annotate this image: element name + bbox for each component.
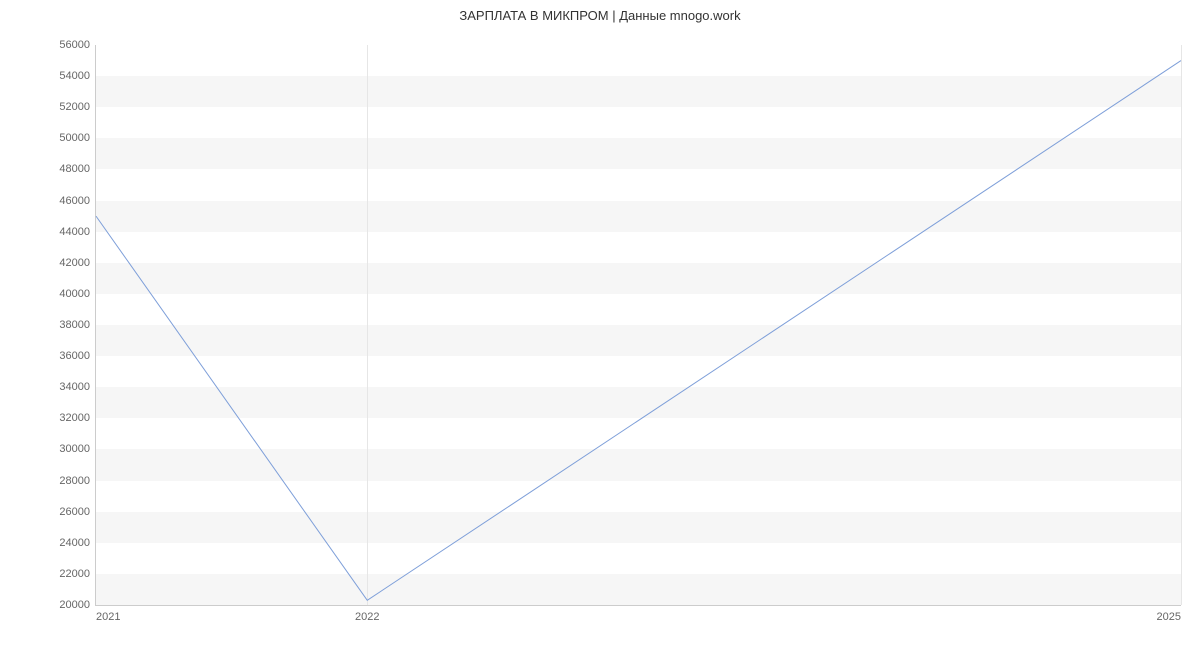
y-tick-label: 28000 bbox=[59, 475, 96, 487]
y-tick-label: 26000 bbox=[59, 506, 96, 518]
line-series bbox=[96, 45, 1181, 605]
y-tick-label: 20000 bbox=[59, 599, 96, 611]
y-tick-label: 44000 bbox=[59, 226, 96, 238]
y-tick-label: 22000 bbox=[59, 568, 96, 580]
y-tick-label: 48000 bbox=[59, 163, 96, 175]
y-tick-label: 36000 bbox=[59, 350, 96, 362]
y-tick-label: 40000 bbox=[59, 288, 96, 300]
y-tick-label: 56000 bbox=[59, 39, 96, 51]
gridline-vertical bbox=[1181, 45, 1182, 605]
y-tick-label: 32000 bbox=[59, 412, 96, 424]
y-tick-label: 54000 bbox=[59, 70, 96, 82]
y-tick-label: 34000 bbox=[59, 381, 96, 393]
y-tick-label: 52000 bbox=[59, 101, 96, 113]
y-tick-label: 42000 bbox=[59, 257, 96, 269]
y-tick-label: 24000 bbox=[59, 537, 96, 549]
plot-area: 2000022000240002600028000300003200034000… bbox=[95, 45, 1181, 606]
chart-title: ЗАРПЛАТА В МИКПРОМ | Данные mnogo.work bbox=[0, 0, 1200, 23]
y-tick-label: 50000 bbox=[59, 132, 96, 144]
x-tick-label: 2021 bbox=[96, 605, 120, 623]
series-salary bbox=[96, 61, 1181, 601]
y-tick-label: 46000 bbox=[59, 195, 96, 207]
x-tick-label: 2025 bbox=[1157, 605, 1181, 623]
salary-line-chart: ЗАРПЛАТА В МИКПРОМ | Данные mnogo.work 2… bbox=[0, 0, 1200, 650]
x-tick-label: 2022 bbox=[355, 605, 379, 623]
y-tick-label: 30000 bbox=[59, 443, 96, 455]
y-tick-label: 38000 bbox=[59, 319, 96, 331]
